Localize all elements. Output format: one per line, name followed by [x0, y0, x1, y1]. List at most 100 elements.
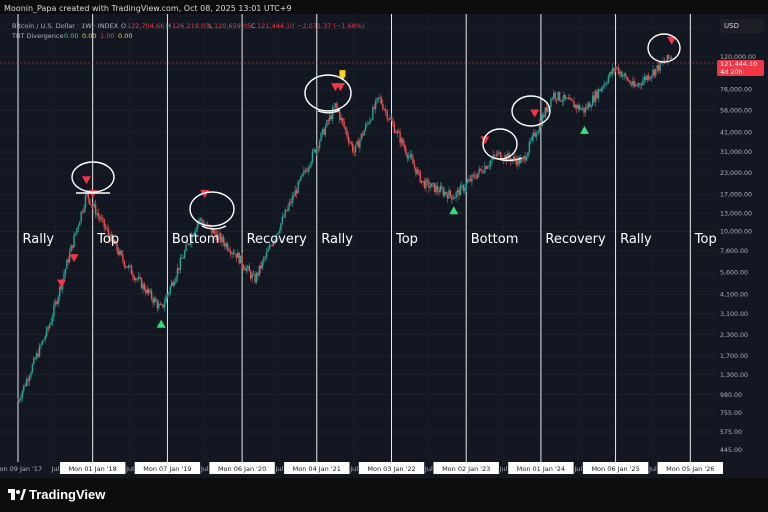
- candle: [71, 245, 74, 251]
- candle: [622, 71, 624, 81]
- candle: [307, 164, 309, 175]
- candle: [265, 247, 268, 261]
- candle: [173, 278, 176, 286]
- candle: [408, 152, 410, 161]
- candle: [216, 230, 219, 241]
- candle: [403, 140, 406, 152]
- candle: [103, 218, 105, 232]
- candle: [435, 182, 437, 196]
- candle: [326, 119, 328, 128]
- candle: [482, 170, 485, 174]
- candle: [441, 182, 443, 190]
- candle: [287, 203, 289, 213]
- annotation-tail-2021: [317, 109, 341, 114]
- candle: [589, 101, 591, 108]
- candle: [617, 64, 620, 76]
- candle: [27, 374, 29, 386]
- candle: [561, 96, 564, 107]
- candle: [517, 154, 519, 170]
- candle: [633, 77, 635, 88]
- candle: [181, 253, 183, 259]
- candle: [574, 104, 577, 111]
- candle: [494, 153, 496, 161]
- last-price-value: 121,444.10: [720, 60, 758, 68]
- candle: [485, 165, 488, 170]
- currency-button[interactable]: USD: [720, 19, 764, 33]
- candle: [416, 166, 419, 175]
- phase-label: Top: [96, 232, 119, 247]
- ohlc-high: 126,219.03: [172, 22, 209, 30]
- candle: [550, 97, 552, 108]
- candle: [354, 144, 357, 157]
- candle: [301, 173, 304, 177]
- candle: [150, 288, 153, 302]
- candle: [610, 69, 612, 76]
- candle: [44, 332, 46, 343]
- candle: [241, 252, 243, 269]
- candle: [222, 234, 225, 247]
- candle: [627, 77, 630, 82]
- candle: [34, 356, 36, 360]
- price-tick-label: 445.00: [720, 447, 742, 454]
- time-tick-box: [582, 462, 649, 474]
- phase-label: Recovery: [247, 232, 308, 247]
- candle: [234, 249, 236, 255]
- candle: [117, 247, 120, 257]
- candle: [379, 93, 381, 103]
- candle: [609, 71, 611, 79]
- candle: [533, 129, 535, 141]
- candle: [364, 122, 367, 132]
- candle: [320, 131, 322, 142]
- candle: [237, 249, 239, 258]
- candle: [547, 106, 549, 113]
- candle: [372, 104, 374, 121]
- candle: [221, 233, 223, 247]
- candle: [306, 167, 308, 173]
- candle: [43, 338, 45, 341]
- candle: [476, 173, 479, 180]
- chart-header: Moonin_Papa created with TradingView.com…: [4, 4, 292, 13]
- candle: [632, 76, 634, 88]
- candle: [159, 301, 161, 306]
- candle: [40, 342, 42, 350]
- candle: [557, 91, 559, 103]
- candle: [423, 177, 426, 190]
- candle: [106, 224, 108, 232]
- candle: [277, 232, 279, 235]
- candle: [537, 129, 539, 135]
- chart-area[interactable]: Bitcoin / U.S. Dollar · 1W · INDEX O 122…: [0, 14, 768, 478]
- candle: [376, 97, 378, 105]
- candle: [606, 80, 608, 88]
- candle: [614, 65, 617, 73]
- candle: [51, 312, 54, 327]
- candle: [442, 185, 444, 198]
- time-tick-box: [657, 462, 723, 474]
- candle: [132, 270, 134, 282]
- candle: [33, 355, 35, 366]
- candle: [543, 112, 545, 119]
- price-tick-label: 4,100.00: [720, 291, 748, 298]
- candle: [298, 178, 301, 185]
- candle: [352, 141, 354, 154]
- candle: [366, 120, 368, 128]
- candle: [155, 296, 157, 302]
- candle: [56, 300, 58, 306]
- candle: [657, 62, 660, 74]
- candle: [183, 249, 186, 260]
- candle: [341, 117, 344, 126]
- candle: [420, 180, 423, 185]
- candle: [41, 339, 44, 346]
- candle: [247, 264, 249, 273]
- candle: [135, 277, 137, 284]
- candle: [310, 160, 312, 169]
- candle: [175, 275, 177, 284]
- candle: [38, 343, 41, 358]
- candle: [653, 68, 656, 79]
- candle: [198, 217, 200, 227]
- candle: [531, 133, 533, 144]
- candle: [126, 266, 128, 268]
- candle: [54, 298, 57, 308]
- candle: [383, 108, 386, 112]
- candle: [152, 296, 154, 307]
- tradingview-logo-icon: [8, 489, 26, 500]
